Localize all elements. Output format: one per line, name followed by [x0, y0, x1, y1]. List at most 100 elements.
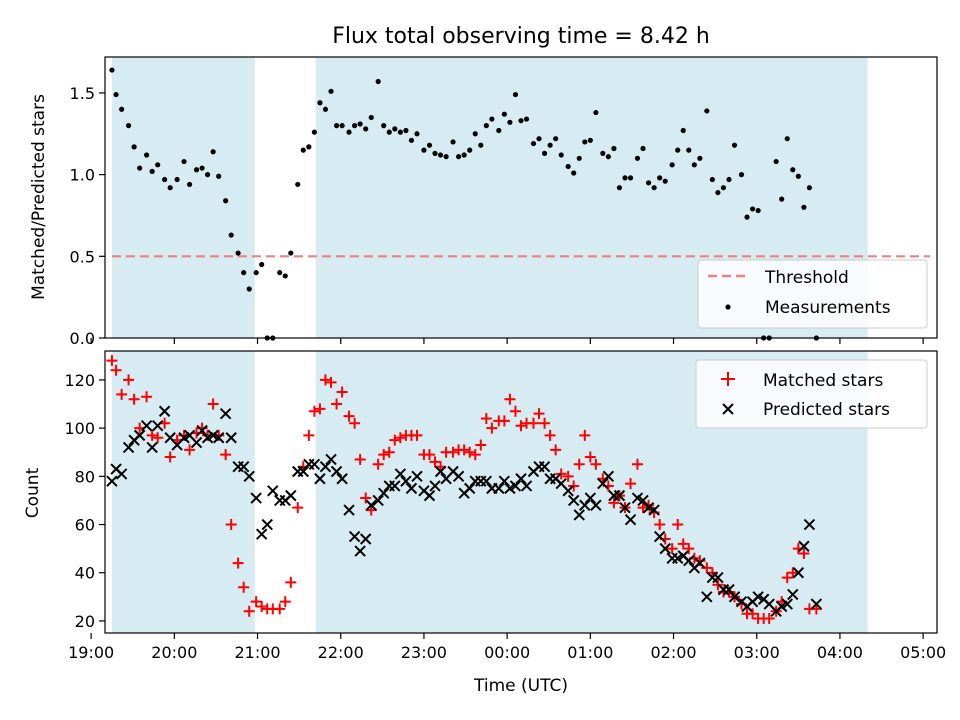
measurement-point	[295, 181, 301, 188]
measurement-point	[697, 155, 703, 161]
measurement-point	[155, 162, 161, 168]
measurement-point	[795, 173, 801, 179]
measurement-point	[174, 176, 180, 183]
predicted-star-point	[267, 485, 279, 497]
matched-star-point	[360, 492, 372, 504]
predicted-star-point	[498, 475, 511, 487]
matched-star-point	[712, 579, 724, 591]
measurement-point	[311, 129, 317, 135]
matched-star-point	[533, 408, 545, 420]
matched-star-point	[256, 600, 268, 612]
matched-star-point	[292, 502, 304, 514]
measurement-point	[478, 142, 484, 148]
measurement-point	[167, 185, 173, 191]
predicted-star-point	[463, 482, 476, 495]
measurement-point	[282, 273, 288, 279]
measurement-point	[210, 149, 216, 155]
measurement-point	[541, 150, 548, 156]
predicted-star-point	[359, 533, 372, 545]
matched-star-point	[394, 432, 406, 444]
measurement-point	[375, 78, 381, 85]
measurement-point	[576, 155, 582, 161]
matched-star-point	[568, 480, 580, 492]
y-tick-label: 1.5	[70, 84, 95, 103]
x-tick-label: 19:00	[68, 643, 114, 662]
predicted-star-point	[429, 480, 441, 492]
matched-star-point	[152, 432, 164, 444]
measurement-point	[228, 232, 234, 238]
matched-legend-label: Matched stars	[763, 371, 883, 391]
measurement-point	[669, 162, 675, 168]
measurement-point	[501, 111, 507, 117]
measurement-point	[558, 152, 564, 158]
matched-star-point	[423, 449, 435, 461]
measurement-point	[408, 137, 415, 143]
shaded-region-0	[111, 351, 255, 633]
predicted-star-point	[365, 499, 377, 511]
measurement-point	[368, 114, 374, 121]
matched-star-point	[378, 449, 390, 461]
x-tick-label: 22:00	[318, 643, 364, 662]
matched-star-point	[458, 444, 470, 456]
predicted-star-point	[330, 465, 343, 478]
predicted-legend-swatch	[722, 403, 734, 415]
predicted-star-point	[394, 468, 407, 480]
predicted-star-point	[405, 482, 418, 495]
predicted-star-point	[354, 545, 366, 557]
matched-star-point	[747, 608, 759, 620]
predicted-star-point	[308, 458, 321, 470]
matched-star-point	[544, 429, 556, 441]
measurement-point	[645, 180, 652, 186]
predicted-star-point	[146, 441, 158, 454]
measurement-point	[571, 170, 577, 176]
measurement-point	[507, 119, 513, 125]
matched-star-point	[447, 446, 459, 458]
measurement-point	[352, 123, 358, 129]
x-tick-label: 03:00	[734, 643, 780, 662]
predicted-legend-label: Predicted stars	[763, 400, 890, 420]
predicted-star-point	[348, 530, 361, 543]
predicted-star-point	[151, 420, 164, 432]
matched-star-point	[285, 576, 297, 588]
matched-star-point	[372, 458, 384, 470]
predicted-star-point	[250, 492, 262, 504]
measurement-point	[547, 142, 553, 148]
measurement-point	[582, 139, 588, 145]
matched-star-point	[232, 557, 244, 569]
measurement-point	[587, 137, 593, 143]
matched-star-point	[480, 412, 492, 424]
predicted-star-point	[624, 514, 637, 526]
measurement-point	[565, 163, 571, 170]
matched-star-point	[303, 429, 315, 441]
matched-star-point	[555, 468, 567, 480]
measurement-point	[496, 127, 502, 134]
predicted-star-point	[493, 482, 505, 495]
matched-star-point	[164, 451, 176, 463]
matched-star-point	[354, 453, 366, 465]
predicted-star-point	[219, 407, 232, 420]
measurement-point	[686, 147, 692, 153]
measurement-point	[627, 175, 634, 181]
top-legend-box	[697, 259, 928, 329]
measurement-point	[704, 108, 710, 114]
measurement-point	[333, 123, 340, 129]
measurement-point	[600, 150, 606, 156]
measurement-point	[726, 176, 732, 183]
matched-star-point	[464, 446, 476, 458]
x-tick-label: 00:00	[484, 643, 530, 662]
predicted-star-point	[597, 477, 609, 490]
predicted-star-point	[133, 429, 146, 442]
matched-star-point	[469, 449, 481, 461]
measurement-point	[779, 196, 785, 202]
count-points	[106, 355, 823, 625]
predicted-star-point	[106, 475, 118, 487]
measurement-point	[339, 123, 345, 129]
measurement-point	[363, 126, 369, 132]
measurement-point	[611, 145, 617, 152]
predicted-star-point	[411, 470, 423, 483]
measurement-point	[223, 198, 229, 204]
matched-star-point	[116, 388, 128, 400]
predicted-star-point	[602, 470, 615, 483]
matched-star-point	[146, 429, 158, 441]
measurements-legend-label: Measurements	[765, 298, 891, 318]
